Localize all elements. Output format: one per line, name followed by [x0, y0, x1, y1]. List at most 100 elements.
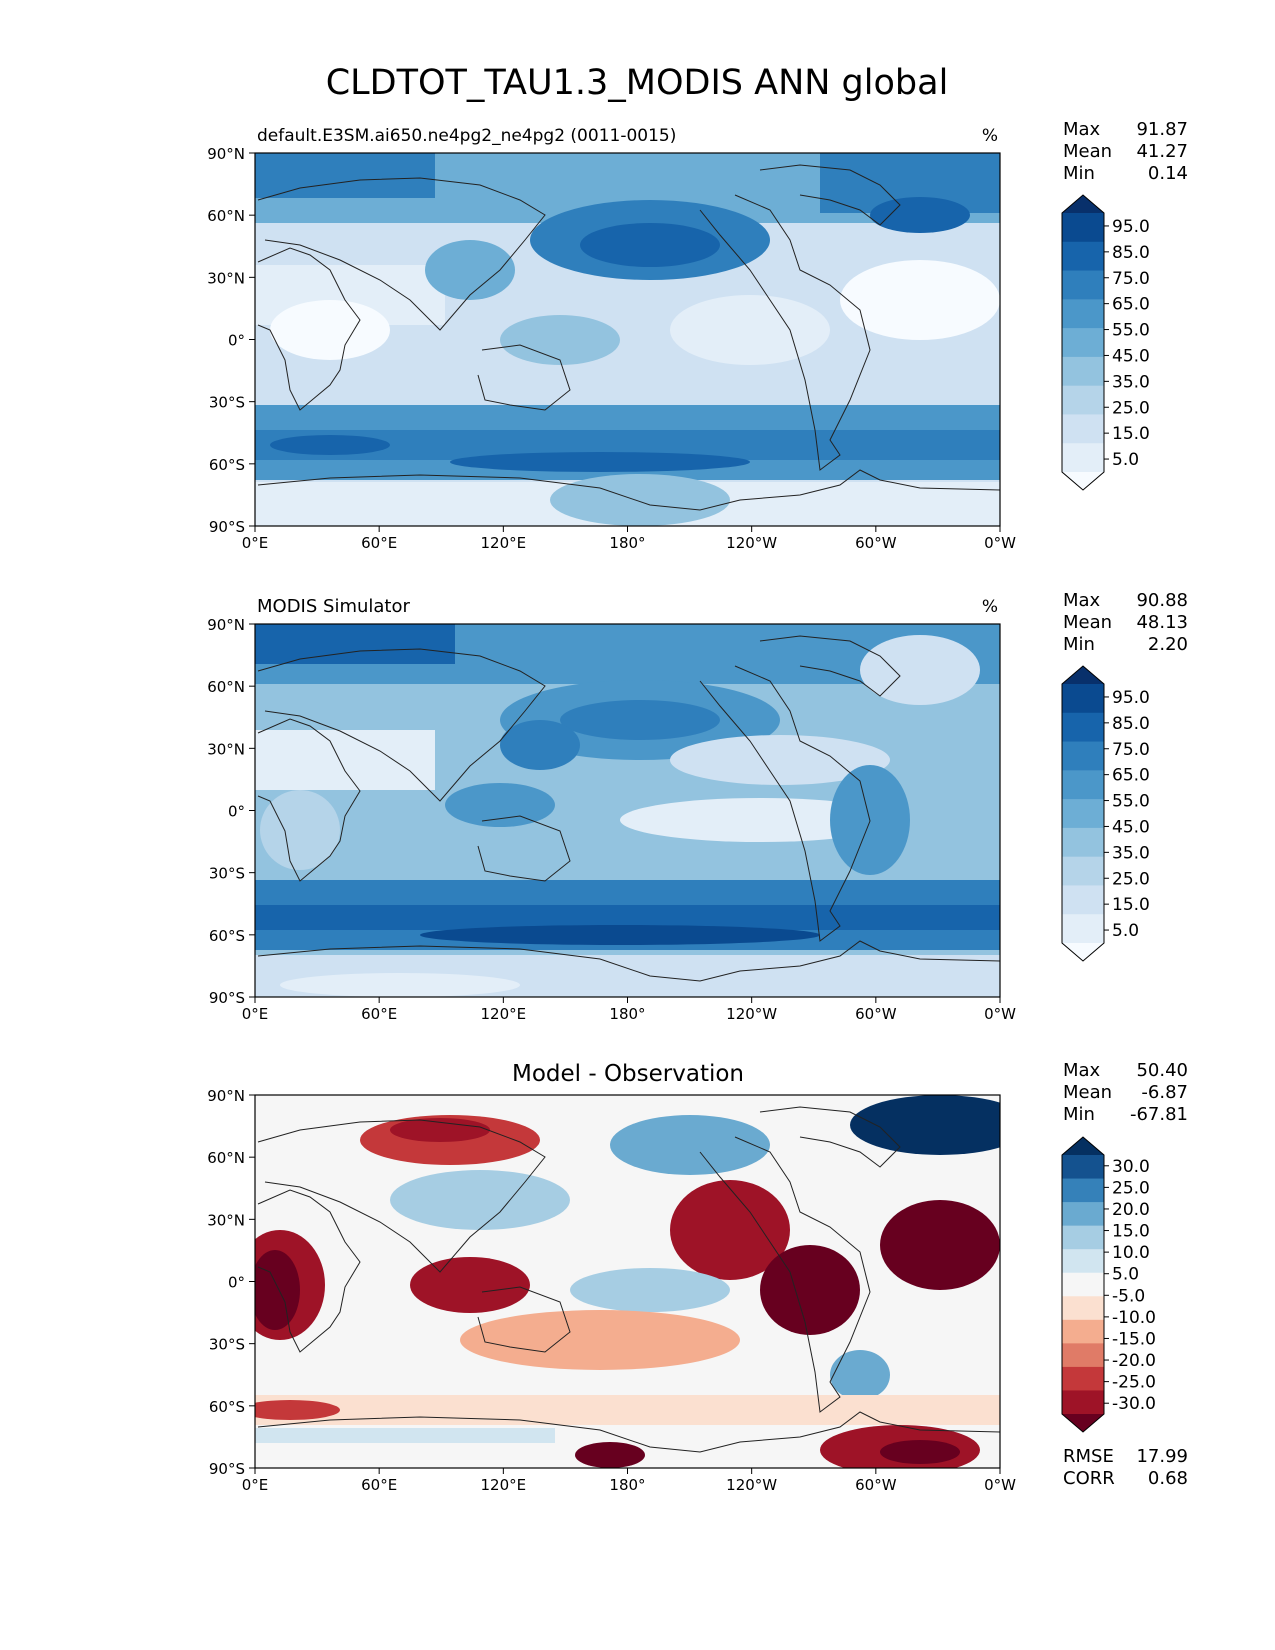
- stat-mean-value: 48.13: [1136, 612, 1188, 633]
- coastlines-observation: [257, 635, 1000, 982]
- stat-max-label: Max: [1063, 1060, 1101, 1081]
- map-field-difference: [255, 1095, 1000, 1468]
- colorbar-extend-max: [1062, 1137, 1104, 1155]
- lon-tick-label: 0°E: [242, 1005, 269, 1023]
- colorbar-label: 75.0: [1112, 740, 1150, 760]
- colorbar-label: -15.0: [1112, 1329, 1156, 1349]
- colorbar-swatch: [1062, 827, 1104, 858]
- colorbar-label: 15.0: [1112, 895, 1150, 915]
- panel-title-difference: Model - Observation: [512, 1061, 744, 1087]
- colorbar-label: 45.0: [1112, 346, 1150, 366]
- colorbar-difference: 30.025.020.015.010.05.0-5.0-10.0-15.0-20…: [1061, 1136, 1156, 1433]
- lon-tick-label: 60°W: [855, 534, 897, 552]
- lat-tick-label: 60°S: [209, 927, 245, 945]
- colorbar-outline: [1061, 665, 1105, 962]
- colorbar-label: 35.0: [1112, 843, 1150, 863]
- lat-tick-label: 0°: [228, 803, 245, 821]
- colorbar-swatch: [1062, 1343, 1104, 1368]
- colorbar-label: -30.0: [1112, 1394, 1156, 1414]
- colorbar-observation: 95.0 85.0 75.0 65.0 55.0 45.0 35.0 25.0 15.0 5.0: [1061, 665, 1150, 962]
- lon-tick-label: 120°W: [726, 1476, 777, 1494]
- colorbar-label: 95.0: [1112, 688, 1150, 708]
- stat-min-value: 0.14: [1148, 163, 1188, 184]
- stat-max-value: 91.87: [1136, 119, 1188, 140]
- colorbar-swatch: [1062, 328, 1104, 358]
- stats-observation: Max 90.88 Mean 48.13 Min 2.20: [1063, 590, 1188, 655]
- stat-max-label: Max: [1063, 119, 1101, 140]
- lon-tick-label: 0°E: [242, 534, 269, 552]
- stat-mean-value: 41.27: [1136, 141, 1188, 162]
- colorbar-swatch: [1062, 1366, 1104, 1391]
- colorbar-label: 10.0: [1112, 1243, 1150, 1263]
- stat-mean-label: Mean: [1063, 1082, 1112, 1103]
- panel-units-observation: %: [982, 597, 998, 617]
- colorbar-label: 5.0: [1112, 1265, 1139, 1285]
- stat-max-label: Max: [1063, 590, 1101, 611]
- colorbar-swatch: [1062, 356, 1104, 387]
- map-field-observation: [255, 624, 1000, 997]
- lon-tick-label: 0°W: [984, 534, 1016, 552]
- colorbar-label: 30.0: [1112, 1157, 1150, 1177]
- lat-tick-label: 90°N: [207, 1087, 245, 1105]
- stat-min-label: Min: [1063, 163, 1095, 184]
- lon-tick-label: 180°: [609, 1005, 645, 1023]
- panel-model: default.E3SM.ai650.ne4pg2_ne4pg2 (0011-0…: [207, 119, 1188, 552]
- colorbar-model: 95.0 85.0 75.0 65.0 55.0 45.0 35.0 25.0 15.0 5.0: [1061, 194, 1150, 491]
- lat-tick-label: 90°N: [207, 145, 245, 163]
- stat-min-value: 2.20: [1148, 634, 1188, 655]
- colorbar-label: 95.0: [1112, 217, 1150, 237]
- colorbar-outline: [1061, 194, 1105, 491]
- lat-tick-label: 60°N: [207, 678, 245, 696]
- colorbar-swatch: [1062, 1319, 1104, 1344]
- lat-tick-label: 30°N: [207, 740, 245, 758]
- stat-min-label: Min: [1063, 634, 1095, 655]
- stat-min-value: -67.81: [1130, 1104, 1188, 1125]
- lon-ticks-observation: 0°E 60°E 120°E 180° 120°W 60°W 0°W: [242, 997, 1016, 1023]
- lat-tick-label: 0°: [228, 332, 245, 350]
- lat-tick-label: 30°S: [209, 865, 245, 883]
- lat-tick-label: 90°S: [209, 989, 245, 1007]
- colorbar-label: -25.0: [1112, 1373, 1156, 1393]
- colorbar-label: -5.0: [1112, 1286, 1145, 1306]
- lat-tick-label: 90°N: [207, 616, 245, 634]
- stat-mean-value: -6.87: [1141, 1082, 1188, 1103]
- colorbar-extend-max: [1062, 195, 1104, 213]
- colorbar-label: 25.0: [1112, 398, 1150, 418]
- stats-model: Max 91.87 Mean 41.27 Min 0.14: [1063, 119, 1188, 184]
- stat-max-value: 90.88: [1136, 590, 1188, 611]
- colorbar-swatch: [1062, 385, 1104, 415]
- colorbar-swatch: [1062, 799, 1104, 829]
- colorbar-label: 15.0: [1112, 1222, 1150, 1242]
- colorbar-label: 45.0: [1112, 817, 1150, 837]
- lon-tick-label: 60°E: [361, 1005, 397, 1023]
- colorbar-label: 20.0: [1112, 1200, 1150, 1220]
- colorbar-label: -10.0: [1112, 1308, 1156, 1328]
- colorbar-swatch: [1062, 1202, 1104, 1227]
- lon-tick-label: 0°W: [984, 1005, 1016, 1023]
- figure-title: CLDTOT_TAU1.3_MODIS ANN global: [326, 63, 949, 103]
- lon-tick-label: 180°: [609, 1476, 645, 1494]
- map-field-model: [255, 153, 1000, 526]
- coastlines-model: [257, 164, 1000, 511]
- stat-min-label: Min: [1063, 1104, 1095, 1125]
- stats-difference: Max 50.40 Mean -6.87 Min -67.81: [1063, 1060, 1188, 1125]
- lon-tick-label: 60°W: [855, 1476, 897, 1494]
- lon-tick-label: 120°W: [726, 534, 777, 552]
- lat-tick-label: 60°S: [209, 1398, 245, 1416]
- panel-observation: MODIS Simulator % 90°N 60°N 30°N 0° 30°S 60°S…: [207, 590, 1188, 1023]
- colorbar-swatch: [1062, 885, 1104, 915]
- colorbar-label: 55.0: [1112, 792, 1150, 812]
- colorbar-swatch: [1062, 684, 1104, 714]
- colorbar-swatch: [1062, 1178, 1104, 1203]
- colorbar-label: -20.0: [1112, 1351, 1156, 1371]
- colorbar-swatch: [1062, 1390, 1104, 1415]
- colorbar-label: 85.0: [1112, 243, 1150, 263]
- colorbar-extend-max: [1062, 666, 1104, 684]
- stat-mean-label: Mean: [1063, 612, 1112, 633]
- colorbar-label: 65.0: [1112, 766, 1150, 786]
- colorbar-swatch: [1062, 770, 1104, 800]
- colorbar-swatch: [1062, 1225, 1104, 1250]
- colorbar-swatch: [1062, 856, 1104, 886]
- colorbar-swatch: [1062, 241, 1104, 272]
- lat-tick-label: 30°N: [207, 269, 245, 287]
